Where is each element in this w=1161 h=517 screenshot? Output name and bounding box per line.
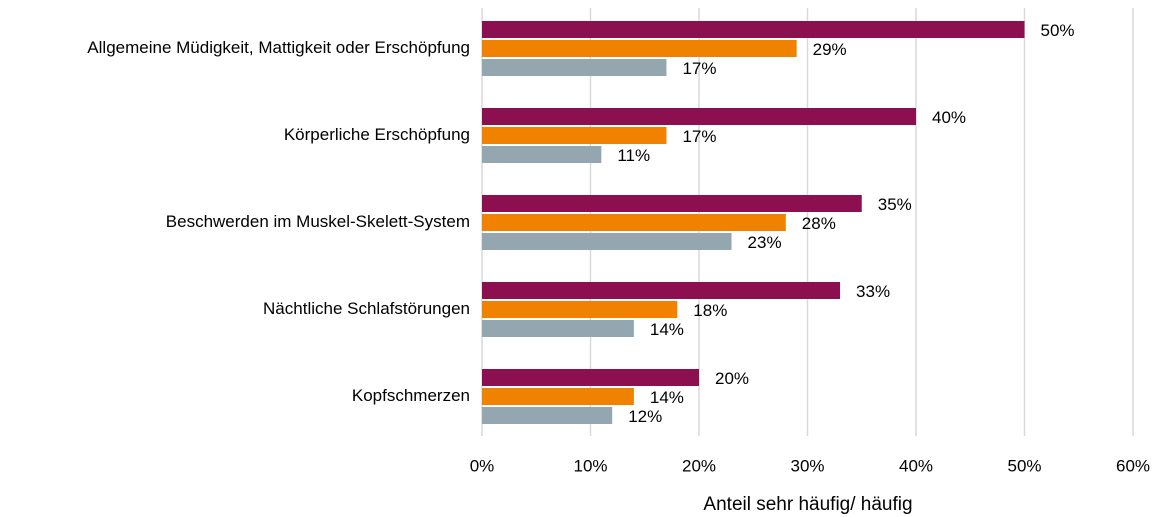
category-label: Kopfschmerzen (352, 386, 470, 405)
x-axis-title: Anteil sehr häufig/ häufig (703, 494, 912, 515)
value-label: 18% (693, 301, 727, 320)
value-label: 23% (748, 233, 782, 252)
value-label: 50% (1041, 21, 1075, 40)
x-tick-label: 30% (790, 456, 824, 475)
x-tick-label: 50% (1007, 456, 1041, 475)
bar (482, 301, 678, 318)
value-label: 14% (650, 388, 684, 407)
bar (482, 40, 797, 57)
bar (482, 21, 1025, 38)
x-tick-label: 10% (573, 456, 607, 475)
value-label: 12% (628, 407, 662, 426)
bar (482, 214, 786, 231)
value-label: 33% (856, 282, 890, 301)
value-label: 29% (813, 40, 847, 59)
category-label: Nächtliche Schlafstörungen (263, 299, 470, 318)
value-label: 40% (932, 108, 966, 127)
x-tick-label: 0% (470, 456, 495, 475)
bar (482, 388, 634, 405)
x-tick-label: 20% (682, 456, 716, 475)
value-label: 35% (878, 195, 912, 214)
x-tick-label: 60% (1116, 456, 1150, 475)
bar (482, 407, 613, 424)
bar (482, 146, 602, 163)
value-label: 28% (802, 214, 836, 233)
bar (482, 282, 841, 299)
value-label: 17% (682, 127, 716, 146)
value-label: 17% (682, 59, 716, 78)
bar (482, 233, 732, 250)
bar (482, 369, 699, 386)
bar (482, 127, 667, 144)
bar (482, 59, 667, 76)
x-tick-label: 40% (899, 456, 933, 475)
category-label: Allgemeine Müdigkeit, Mattigkeit oder Er… (87, 38, 470, 57)
bar (482, 195, 862, 212)
value-label: 20% (715, 369, 749, 388)
value-label: 11% (617, 146, 650, 165)
category-label: Beschwerden im Muskel-Skelett-System (166, 212, 470, 231)
bar (482, 108, 916, 125)
bar (482, 320, 634, 337)
category-label: Körperliche Erschöpfung (284, 125, 470, 144)
value-label: 14% (650, 320, 684, 339)
